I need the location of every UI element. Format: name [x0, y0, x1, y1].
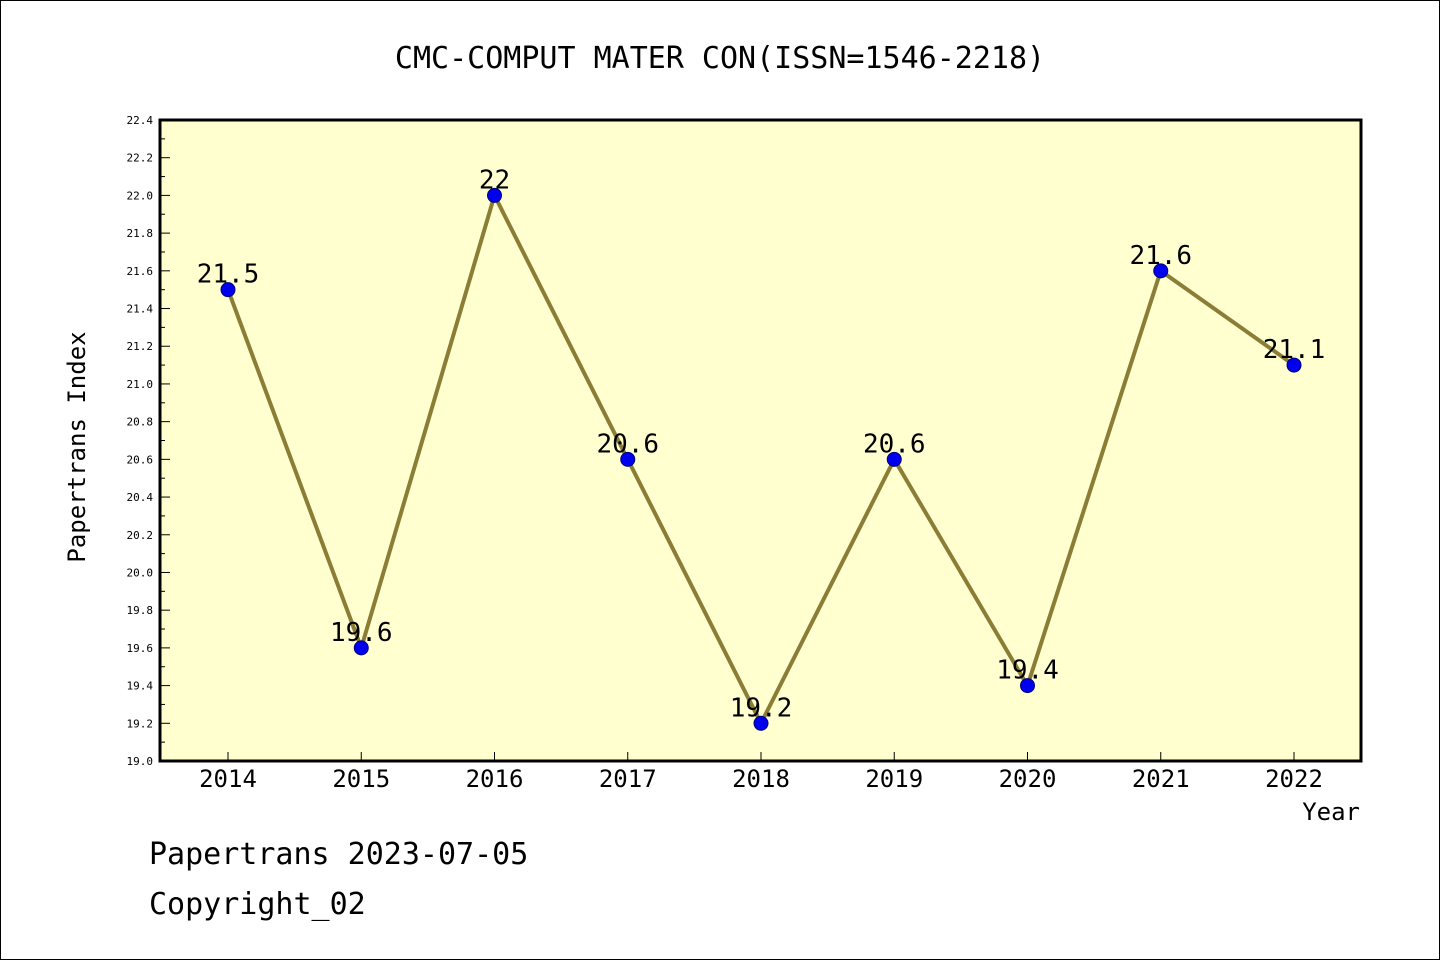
- data-label: 19.6: [330, 618, 393, 648]
- y-tick-label: 20.6: [127, 453, 154, 466]
- footer-copyright: Copyright_02: [149, 887, 366, 922]
- x-tick-label: 2014: [199, 765, 257, 793]
- data-point: [353, 640, 369, 656]
- x-tick-label: 2018: [732, 765, 790, 793]
- y-axis-label: Papertrans Index: [63, 331, 91, 562]
- data-label: 20.6: [596, 429, 659, 459]
- y-tick-label: 19.8: [127, 604, 154, 617]
- y-tick-label: 21.2: [127, 340, 154, 353]
- x-tick-label: 2017: [599, 765, 657, 793]
- data-point: [1286, 357, 1302, 373]
- data-point: [220, 282, 236, 298]
- y-tick-label: 22.0: [127, 189, 154, 202]
- x-tick-label: 2019: [865, 765, 923, 793]
- data-point: [487, 187, 502, 203]
- x-axis-label: Year: [1302, 798, 1360, 826]
- y-tick-label: 19.6: [127, 642, 154, 655]
- x-tick-label: 2020: [999, 765, 1057, 793]
- x-axis: 2014 2015 2016 2017 2018 2019 2020 2021 2022: [199, 752, 1323, 793]
- plot-area: [158, 118, 1363, 763]
- markers-group: [220, 187, 1302, 731]
- y-tick-label: 20.8: [127, 416, 154, 429]
- y-tick-label: 21.8: [127, 227, 154, 240]
- x-tick-label: 2021: [1132, 765, 1190, 793]
- x-tick-label: 2022: [1265, 765, 1323, 793]
- data-point: [620, 451, 636, 467]
- y-tick-label: 22.2: [127, 152, 154, 165]
- y-axis: 19.0 19.2 19.4 19.6 19.8 20.0 20.2 20.4 20.6 20.8…: [127, 114, 170, 768]
- y-tick-label: 19.4: [127, 680, 154, 693]
- data-label: 21.6: [1129, 241, 1192, 271]
- footer-date: Papertrans 2023-07-05: [149, 837, 528, 872]
- data-labels-group: 21.5 19.6 22 20.6 19.2 20.6 19.4 21.6 21.1: [197, 165, 1326, 723]
- data-label: 20.6: [863, 429, 926, 459]
- data-label: 22: [479, 165, 510, 195]
- data-label: 19.2: [730, 693, 793, 723]
- x-tick-label: 2015: [332, 765, 390, 793]
- data-label: 21.1: [1263, 335, 1326, 365]
- data-label: 21.5: [197, 260, 260, 290]
- y-tick-label: 21.0: [127, 378, 154, 391]
- y-tick-label: 21.4: [127, 303, 154, 316]
- y-tick-label: 20.2: [127, 529, 154, 542]
- x-tick-label: 2016: [466, 765, 524, 793]
- data-point: [753, 715, 769, 731]
- data-point: [1020, 678, 1035, 694]
- y-tick-label: 19.2: [127, 717, 154, 730]
- data-point: [886, 451, 902, 467]
- y-tick-label: 22.4: [127, 114, 154, 127]
- chart-title: CMC-COMPUT MATER CON(ISSN=1546-2218): [395, 41, 1045, 76]
- y-tick-label: 20.4: [127, 491, 154, 504]
- y-tick-label: 20.0: [127, 566, 154, 579]
- y-tick-label: 19.0: [127, 755, 154, 768]
- data-point: [1153, 263, 1169, 279]
- y-tick-label: 21.6: [127, 265, 154, 278]
- data-label: 19.4: [996, 656, 1059, 686]
